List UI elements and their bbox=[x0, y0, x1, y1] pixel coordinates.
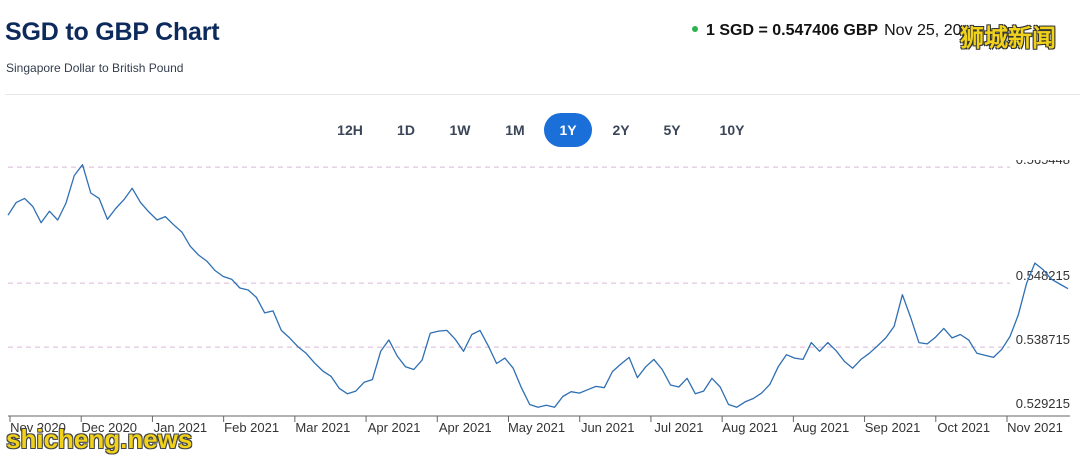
live-dot-icon bbox=[692, 25, 698, 32]
tab-12h[interactable]: 12H bbox=[337, 122, 363, 138]
tab-1w[interactable]: 1W bbox=[449, 122, 471, 138]
y-tick-label: 0.538715 bbox=[1016, 332, 1070, 347]
x-tick-label: Oct 2021 bbox=[937, 420, 990, 435]
tab-2y[interactable]: 2Y bbox=[612, 122, 630, 138]
rate-pair: 1 SGD = 0.547406 GBP bbox=[706, 22, 879, 39]
series-line bbox=[7, 164, 1069, 408]
rate-chart: 0.565448 0.548215 0.538715 0.529215 Nov 2020… bbox=[7, 160, 1070, 435]
x-tick-label: Jun 2021 bbox=[581, 420, 635, 435]
y-tick-label: 0.548215 bbox=[1016, 268, 1070, 283]
header-divider bbox=[5, 94, 1080, 95]
x-tick-label: Dec 2020 bbox=[81, 420, 137, 435]
x-tick-label: Aug 2021 bbox=[722, 420, 778, 435]
tab-1y[interactable]: 1Y bbox=[544, 113, 592, 147]
y-tick-label: 0.565448 bbox=[1016, 160, 1070, 167]
x-tick-label: Apr 2021 bbox=[439, 420, 492, 435]
x-tick-label: Jul 2021 bbox=[654, 420, 703, 435]
x-tick-label: Nov 2020 bbox=[10, 420, 66, 435]
tab-10y[interactable]: 10Y bbox=[719, 122, 745, 138]
tab-1m[interactable]: 1M bbox=[505, 122, 525, 138]
page-title: SGD to GBP Chart bbox=[5, 18, 220, 46]
y-tick-label: 0.529215 bbox=[1016, 396, 1070, 411]
x-tick-label: May 2021 bbox=[508, 420, 565, 435]
x-tick-label: Sep 2021 bbox=[865, 420, 921, 435]
x-tick-label: Feb 2021 bbox=[224, 420, 279, 435]
watermark-bottom: shicheng.news bbox=[6, 424, 193, 454]
current-rate: 1 SGD = 0.547406 GBP Nov 25, 20 bbox=[692, 22, 962, 40]
x-tick-label: Nov 2021 bbox=[1007, 420, 1063, 435]
rate-date: Nov 25, 20 bbox=[884, 22, 962, 39]
tab-5y[interactable]: 5Y bbox=[663, 122, 681, 138]
x-tick-label: Mar 2021 bbox=[295, 420, 350, 435]
watermark-top: 狮城新闻 bbox=[960, 25, 1056, 52]
tab-1d[interactable]: 1D bbox=[397, 122, 415, 138]
x-tick-label: Jan 2021 bbox=[154, 420, 208, 435]
page-subtitle: Singapore Dollar to British Pound bbox=[6, 61, 184, 75]
x-tick-label: Apr 2021 bbox=[368, 420, 421, 435]
x-tick-label: Aug 2021 bbox=[794, 420, 850, 435]
